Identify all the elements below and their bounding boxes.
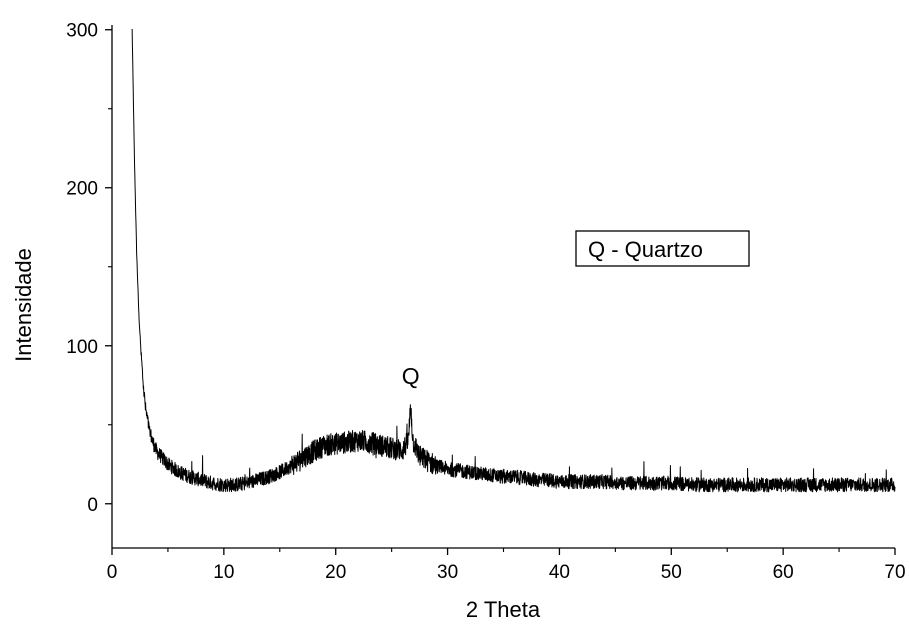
quartz-peak-annotation: Q [402,363,420,389]
y-tick-label: 100 [66,337,98,358]
x-tick-label: 20 [325,562,346,583]
plot-area: 0 10 20 30 40 50 60 70 0 100 200 300 [66,21,905,583]
y-tick-label: 300 [66,21,98,42]
series-line [131,28,896,493]
x-tick-label: 60 [773,562,794,583]
y-axis-title: Intensidade [11,248,36,362]
x-tick-label: 70 [884,562,905,583]
x-tick-label: 40 [549,562,570,583]
x-ticks: 0 10 20 30 40 50 60 70 [107,548,906,583]
y-tick-label: 0 [87,495,98,516]
y-tick-label: 200 [66,179,98,200]
x-tick-label: 10 [213,562,234,583]
x-tick-label: 0 [107,562,118,583]
y-ticks: 0 100 200 300 [66,21,112,516]
legend-box: Q - Quartzo [575,230,750,267]
x-tick-label: 30 [437,562,458,583]
legend-label: Q - Quartzo [588,237,703,262]
x-axis-title: 2 Theta [466,597,541,622]
x-tick-label: 50 [661,562,682,583]
